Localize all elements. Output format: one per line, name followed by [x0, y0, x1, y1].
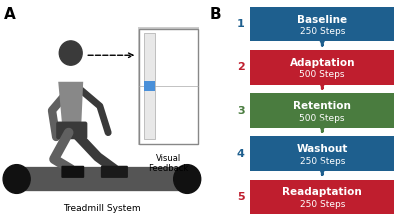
- Text: 3: 3: [237, 105, 244, 116]
- Text: 250 Steps: 250 Steps: [300, 27, 345, 36]
- Text: 500 Steps: 500 Steps: [300, 114, 345, 122]
- FancyBboxPatch shape: [7, 167, 196, 191]
- Bar: [139, 29, 198, 144]
- Text: 500 Steps: 500 Steps: [300, 70, 345, 79]
- FancyBboxPatch shape: [61, 166, 84, 178]
- Bar: [250, 93, 394, 128]
- Text: A: A: [4, 7, 16, 22]
- Text: 2: 2: [237, 62, 244, 72]
- Bar: [250, 179, 394, 214]
- FancyBboxPatch shape: [101, 166, 128, 178]
- Text: B: B: [210, 7, 222, 22]
- Bar: [250, 7, 394, 41]
- Text: 250 Steps: 250 Steps: [300, 157, 345, 166]
- Bar: [144, 33, 155, 139]
- Bar: [250, 50, 394, 85]
- Circle shape: [59, 41, 82, 65]
- Text: 5: 5: [237, 192, 244, 202]
- Text: 4: 4: [237, 149, 244, 159]
- Text: Retention: Retention: [293, 101, 351, 111]
- Text: Visual
Feedback: Visual Feedback: [148, 154, 189, 173]
- Bar: [138, 27, 199, 145]
- Circle shape: [174, 165, 201, 193]
- Text: Readaptation: Readaptation: [282, 187, 362, 197]
- Text: Adaptation: Adaptation: [290, 58, 355, 68]
- Bar: [250, 136, 394, 171]
- Text: Degrees: Degrees: [146, 72, 152, 101]
- Bar: [144, 81, 155, 91]
- Text: Washout: Washout: [296, 144, 348, 154]
- Text: Baseline: Baseline: [297, 15, 347, 25]
- Circle shape: [3, 165, 30, 193]
- FancyBboxPatch shape: [56, 122, 87, 139]
- Text: 1: 1: [237, 19, 244, 29]
- Text: Treadmill System: Treadmill System: [63, 204, 141, 213]
- Text: 250 Steps: 250 Steps: [300, 200, 345, 209]
- Polygon shape: [58, 82, 83, 128]
